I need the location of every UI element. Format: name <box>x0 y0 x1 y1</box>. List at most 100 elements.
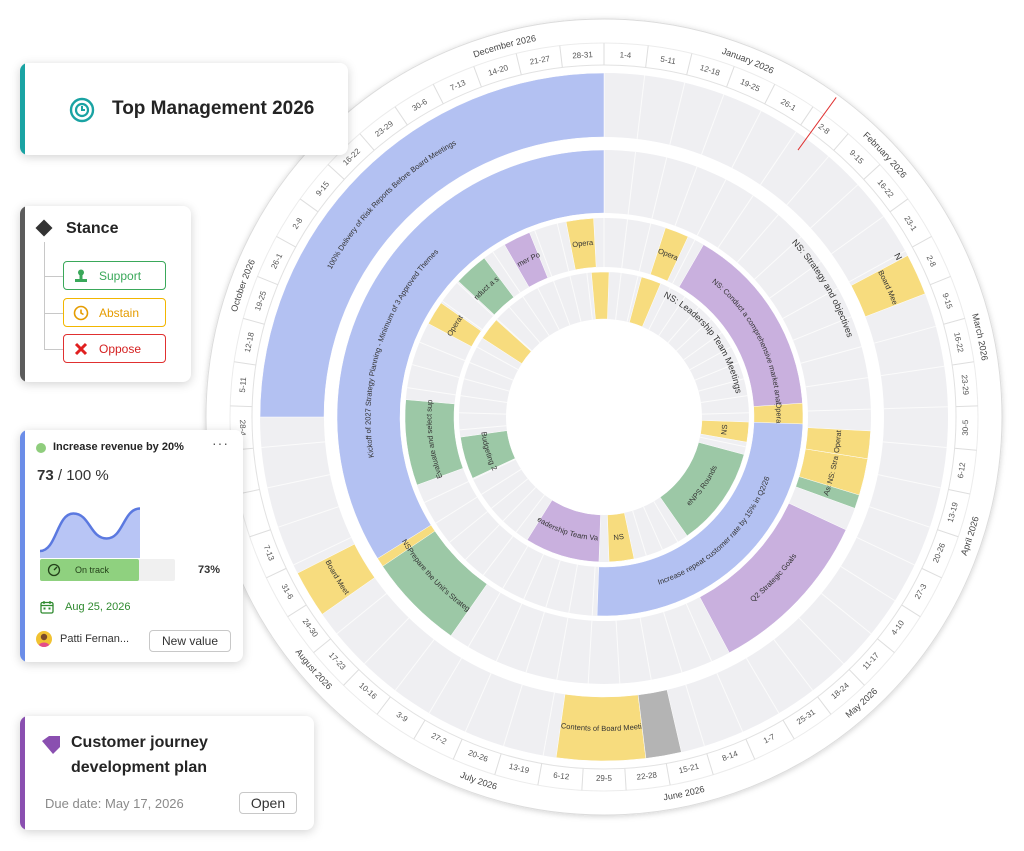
tree-connector <box>44 242 45 349</box>
week-divider <box>556 223 570 272</box>
week-tick <box>413 719 426 740</box>
week-tick <box>452 738 463 760</box>
week-divider <box>643 506 663 550</box>
week-label: 6-12 <box>553 771 571 782</box>
plan-title-card[interactable]: Top Management 2026 <box>20 63 348 155</box>
week-divider <box>522 296 550 336</box>
week-divider <box>873 325 936 344</box>
support-button[interactable]: Support <box>63 261 166 290</box>
week-tick <box>764 84 776 105</box>
due-date: Due date: May 17, 2026 <box>45 796 184 811</box>
more-options-button[interactable]: ··· <box>212 435 229 451</box>
week-divider <box>694 362 739 381</box>
card-accent-bar <box>20 716 25 830</box>
event-label: NS <box>613 532 624 542</box>
week-divider <box>685 603 713 662</box>
card-accent-bar <box>20 63 25 155</box>
week-tick <box>432 84 444 105</box>
week-tick <box>581 768 584 791</box>
week-divider <box>492 251 521 293</box>
week-divider <box>293 536 352 566</box>
week-tick <box>800 106 814 126</box>
week-divider <box>848 250 906 283</box>
week-tick <box>299 198 319 213</box>
week-divider <box>701 94 725 155</box>
customer-journey-card[interactable]: Customer journey development plan Due da… <box>20 716 314 830</box>
tree-connector <box>44 349 63 350</box>
event-segment <box>458 257 515 316</box>
week-divider <box>701 412 749 415</box>
week-tick <box>943 317 965 325</box>
week-tick <box>376 696 391 715</box>
week-tick <box>234 361 256 366</box>
open-button[interactable]: Open <box>239 792 297 814</box>
kpi-title: Increase revenue by 20% <box>53 441 184 453</box>
week-divider <box>545 560 561 608</box>
event-segment <box>336 149 605 637</box>
trend-sparkline <box>40 507 140 558</box>
week-divider <box>669 82 686 145</box>
sparkline-area <box>40 508 140 558</box>
week-tick <box>817 696 832 715</box>
week-divider <box>502 486 537 522</box>
new-value-button[interactable]: New value <box>149 630 231 652</box>
week-divider <box>672 239 696 284</box>
cross-icon <box>74 342 88 355</box>
event-segment <box>460 430 516 479</box>
abstain-label: Abstain <box>99 305 140 320</box>
plan-title: Top Management 2026 <box>112 98 315 119</box>
week-divider <box>683 332 723 361</box>
week-divider <box>568 564 578 613</box>
week-label: 23-29 <box>960 374 971 396</box>
support-icon <box>75 269 87 282</box>
event-segment <box>297 543 375 615</box>
week-divider <box>782 287 839 319</box>
week-divider <box>456 282 494 317</box>
abstain-button[interactable]: Abstain <box>63 298 166 327</box>
support-label: Support <box>99 268 142 283</box>
oppose-button[interactable]: Oppose <box>63 334 166 363</box>
week-divider <box>700 395 748 404</box>
week-divider <box>639 617 652 680</box>
event-label: Opera <box>572 238 595 250</box>
week-divider <box>636 75 646 140</box>
week-tick <box>706 753 714 775</box>
week-divider <box>615 620 621 684</box>
week-tick <box>243 317 265 325</box>
week-tick <box>287 604 307 618</box>
week-label: 1-4 <box>619 50 632 60</box>
week-divider <box>716 673 744 733</box>
week-tick <box>901 604 921 618</box>
event-segment <box>504 232 549 288</box>
week-divider <box>674 166 698 226</box>
week-divider <box>786 156 829 206</box>
week-divider <box>856 536 915 566</box>
event-segment <box>637 689 682 759</box>
week-divider <box>731 110 762 169</box>
week-label: 16-22 <box>952 331 965 353</box>
event-segment <box>850 255 926 317</box>
week-divider <box>495 603 523 662</box>
week-divider <box>515 494 545 533</box>
week-divider <box>407 387 456 396</box>
week-label: 6-12 <box>956 461 967 479</box>
week-divider <box>542 692 555 756</box>
event-segment <box>798 448 868 496</box>
week-divider <box>261 441 326 449</box>
week-divider <box>459 412 507 415</box>
week-label: 5-11 <box>660 55 677 67</box>
week-tick <box>745 738 756 760</box>
week-divider <box>699 436 746 448</box>
event-segment <box>591 271 610 320</box>
event-segment <box>427 302 482 347</box>
kpi-card[interactable]: Increase revenue by 20% ··· 73 / 100 % O… <box>20 430 243 662</box>
status-dot <box>36 443 46 453</box>
week-tick <box>276 235 296 248</box>
week-divider <box>277 506 339 528</box>
week-divider <box>587 620 593 684</box>
week-label: 12-18 <box>243 331 256 353</box>
event-segment <box>805 427 871 460</box>
week-tick <box>848 669 865 686</box>
week-divider <box>267 474 331 489</box>
tag-arrow-icon <box>42 736 60 754</box>
